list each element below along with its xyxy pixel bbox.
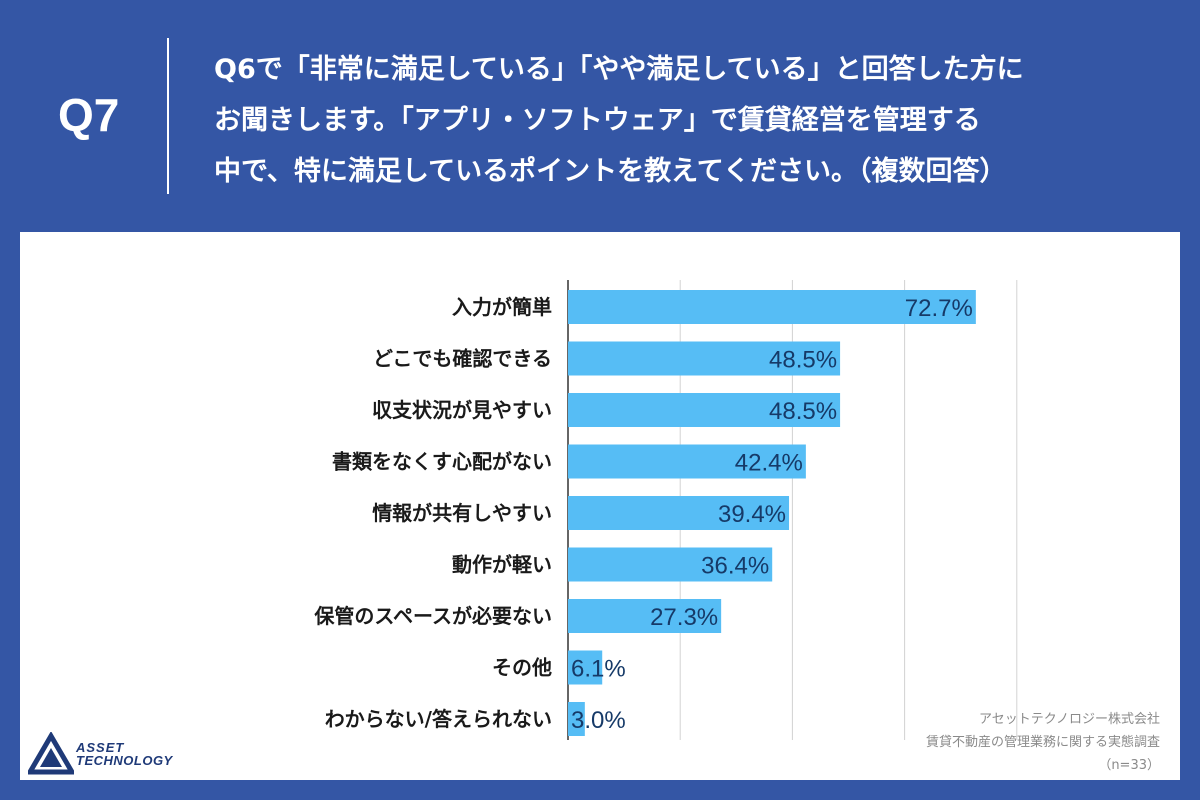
data-label: 6.1% bbox=[571, 656, 626, 683]
header: Q7 Q6で「非常に満足している」「やや満足している」と回答した方に お聞きしま… bbox=[0, 0, 1200, 232]
bar bbox=[568, 599, 722, 633]
logo-text-asset: ASSET bbox=[76, 740, 125, 755]
data-label: 36.4% bbox=[701, 553, 769, 580]
question-line: Q6で「非常に満足している」「やや満足している」と回答した方に bbox=[214, 54, 1024, 85]
category-label: わからない/答えられない bbox=[325, 707, 552, 731]
category-label: どこでも確認できる bbox=[373, 347, 552, 371]
header-divider bbox=[167, 38, 169, 194]
bar bbox=[568, 496, 790, 530]
data-label: 27.3% bbox=[650, 604, 718, 631]
chart-panel: 入力が簡単 72.7% どこでも確認できる 48.5% 収支状況が見やすい 48.5% 書類… bbox=[20, 232, 1180, 780]
source-survey: 賃貸不動産の管理業務に関する実態調査 bbox=[925, 735, 1160, 750]
bar bbox=[568, 341, 841, 376]
bar bbox=[568, 702, 585, 736]
data-label: 72.7% bbox=[905, 295, 973, 322]
logo-text-technology: TECHNOLOGY bbox=[76, 753, 173, 768]
data-label: 3.0% bbox=[571, 707, 626, 734]
source-company: アセットテクノロジー株式会社 bbox=[979, 712, 1160, 727]
data-label: 48.5% bbox=[769, 398, 837, 425]
category-label: 入力が簡単 bbox=[452, 295, 552, 319]
data-label: 48.5% bbox=[769, 347, 837, 374]
logo-triangle-icon bbox=[28, 732, 74, 775]
bar bbox=[568, 547, 773, 582]
bar-chart: 入力が簡単 72.7% どこでも確認できる 48.5% 収支状況が見やすい 48.5% 書類… bbox=[313, 280, 1018, 740]
question-line: お聞きします。「アプリ・ソフトウェア」で賃貸経営を管理する bbox=[214, 105, 981, 136]
category-label: 収支状況が見やすい bbox=[372, 398, 552, 422]
bar bbox=[568, 393, 841, 427]
bar bbox=[568, 290, 976, 324]
question-number: Q7 bbox=[58, 89, 120, 141]
category-label: 情報が共有しやすい bbox=[372, 501, 552, 525]
source-note: アセットテクノロジー株式会社 賃貸不動産の管理業務に関する実態調査 （n=33） bbox=[926, 708, 1160, 777]
data-label: 39.4% bbox=[718, 501, 786, 528]
category-label: 書類をなくす心配がない bbox=[332, 450, 552, 474]
question-line: 中で、特に満足しているポイントを教えてください。（複数回答） bbox=[214, 156, 1007, 187]
category-label: その他 bbox=[492, 656, 552, 680]
question-text: Q6で「非常に満足している」「やや満足している」と回答した方に お聞きします。「… bbox=[214, 44, 1174, 197]
data-label: 42.4% bbox=[735, 450, 803, 477]
category-label: 保管のスペースが必要ない bbox=[313, 604, 552, 628]
source-sample: （n=33） bbox=[1098, 758, 1160, 773]
category-label: 動作が軽い bbox=[452, 553, 552, 577]
bar bbox=[568, 650, 603, 685]
company-logo: ASSET TECHNOLOGY bbox=[28, 732, 228, 776]
bar bbox=[568, 444, 806, 479]
